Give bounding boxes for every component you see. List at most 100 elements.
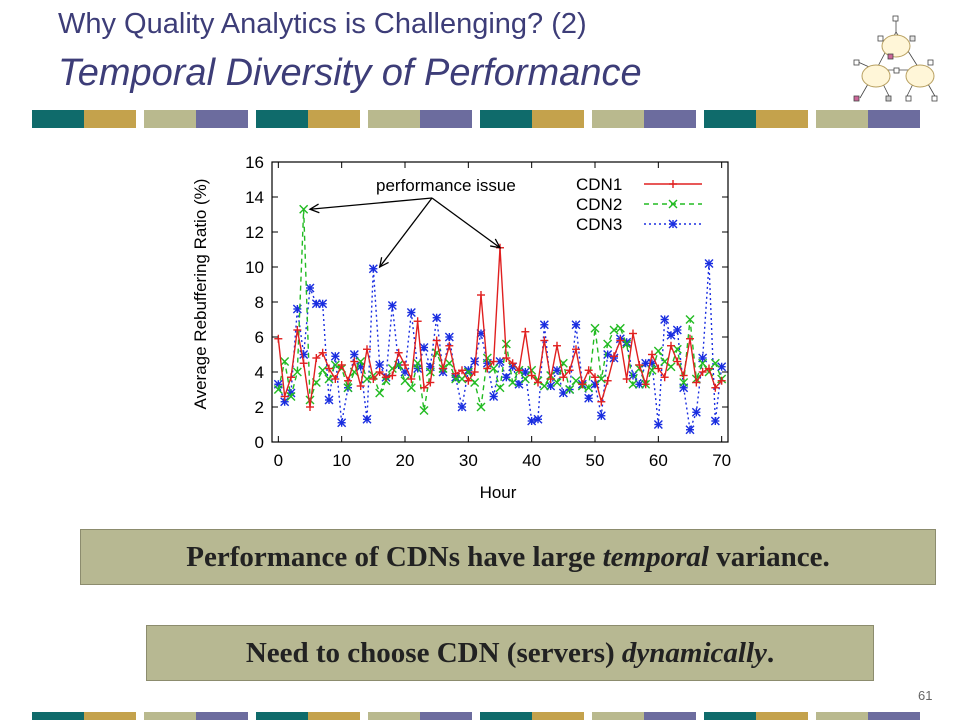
data-point (482, 353, 492, 363)
data-point (363, 345, 371, 354)
slide-title-line1: Why Quality Analytics is Challenging? (2… (58, 8, 587, 40)
stripe-segment (84, 712, 136, 720)
data-point (324, 374, 334, 384)
stripe-segment (308, 110, 360, 128)
data-point (717, 362, 727, 372)
stripe-segment (84, 110, 136, 128)
data-point (406, 308, 416, 317)
legend-label-cdn3: CDN3 (576, 215, 622, 234)
stripe-segment (144, 110, 196, 128)
stripe-segment (756, 712, 808, 720)
rebuffering-chart: 0 2 4 6 8 10 12 14 16 0 10 20 30 40 50 60 70 Average Reb… (191, 153, 731, 502)
data-point (299, 359, 308, 368)
callout1-emphasis: temporal (602, 540, 709, 573)
y-tick-label: 14 (245, 188, 264, 207)
annotation-arrowhead (490, 238, 502, 249)
data-point (331, 375, 340, 383)
data-point (596, 411, 606, 421)
data-point (590, 323, 600, 333)
data-point (691, 407, 701, 417)
data-point (470, 378, 480, 387)
x-tick-label: 40 (522, 451, 541, 470)
data-point (343, 383, 353, 393)
data-point (609, 325, 619, 335)
data-point (622, 337, 632, 347)
data-point (382, 373, 390, 382)
y-tick-label: 2 (255, 398, 264, 417)
data-point (362, 374, 372, 384)
slide-title-line2: Temporal Diversity of Performance (58, 52, 642, 94)
data-point (280, 392, 289, 401)
data-point (698, 358, 708, 368)
network-diagram-icon (853, 15, 938, 102)
stripe-segment (256, 712, 308, 720)
data-point (432, 336, 441, 345)
data-point (660, 315, 670, 324)
data-point (407, 375, 416, 383)
data-point (679, 378, 689, 387)
data-point (710, 358, 720, 368)
data-point (451, 369, 460, 378)
data-point (432, 313, 442, 323)
data-point (356, 357, 366, 366)
data-point (369, 375, 378, 383)
data-point (584, 393, 594, 403)
series-line-cdn3 (277, 263, 723, 430)
data-point (375, 388, 385, 398)
data-point (673, 357, 682, 366)
y-tick-label: 4 (255, 363, 264, 382)
data-point (635, 361, 644, 369)
data-point (641, 380, 650, 389)
data-point (311, 299, 321, 309)
data-point (458, 366, 466, 375)
data-point (534, 378, 542, 387)
stripe-segment (816, 712, 868, 720)
chart-ticks: 0 2 4 6 8 10 12 14 16 0 10 20 30 40 50 60 70 (245, 153, 731, 470)
data-point (622, 339, 632, 349)
stripe-segment (644, 712, 696, 720)
y-tick-label: 0 (255, 433, 264, 452)
x-tick-label: 60 (649, 451, 668, 470)
annotation-arrow (379, 197, 433, 268)
stripe-segment (704, 110, 756, 128)
stripe-segment (196, 712, 248, 720)
annotation-arrowhead (308, 203, 320, 214)
data-point (394, 348, 403, 357)
data-point (565, 366, 574, 375)
data-point (445, 341, 454, 350)
data-point (318, 348, 327, 357)
data-point (324, 395, 334, 405)
y-tick-label: 10 (245, 258, 264, 277)
data-point (584, 383, 594, 393)
data-point (350, 357, 359, 366)
data-point (603, 339, 613, 349)
data-point (653, 420, 663, 429)
x-tick-label: 70 (712, 451, 731, 470)
legend-label-cdn2: CDN2 (576, 195, 622, 214)
data-point (273, 385, 283, 394)
data-point (489, 364, 499, 373)
data-point (514, 379, 524, 389)
data-point (553, 341, 561, 350)
annotation-arrowhead (378, 257, 389, 269)
data-point (597, 397, 606, 406)
data-point (629, 329, 637, 338)
data-point (362, 414, 372, 424)
header-stripe (32, 110, 920, 128)
callout1-text: Performance of CDNs have large temporal … (186, 540, 830, 573)
data-point (666, 362, 676, 372)
data-point (667, 341, 675, 350)
data-point (476, 402, 486, 412)
chart-series-layer (273, 204, 727, 435)
data-point (704, 259, 714, 268)
data-point (495, 357, 505, 366)
data-point (501, 372, 511, 382)
temporal-variance-callout: Performance of CDNs have large temporal … (80, 529, 936, 585)
data-point (698, 368, 707, 376)
x-tick-label: 0 (274, 451, 283, 470)
data-point (616, 336, 625, 345)
data-point (622, 375, 631, 383)
data-point (653, 346, 663, 356)
data-point (312, 354, 321, 362)
stripe-segment (32, 712, 84, 720)
